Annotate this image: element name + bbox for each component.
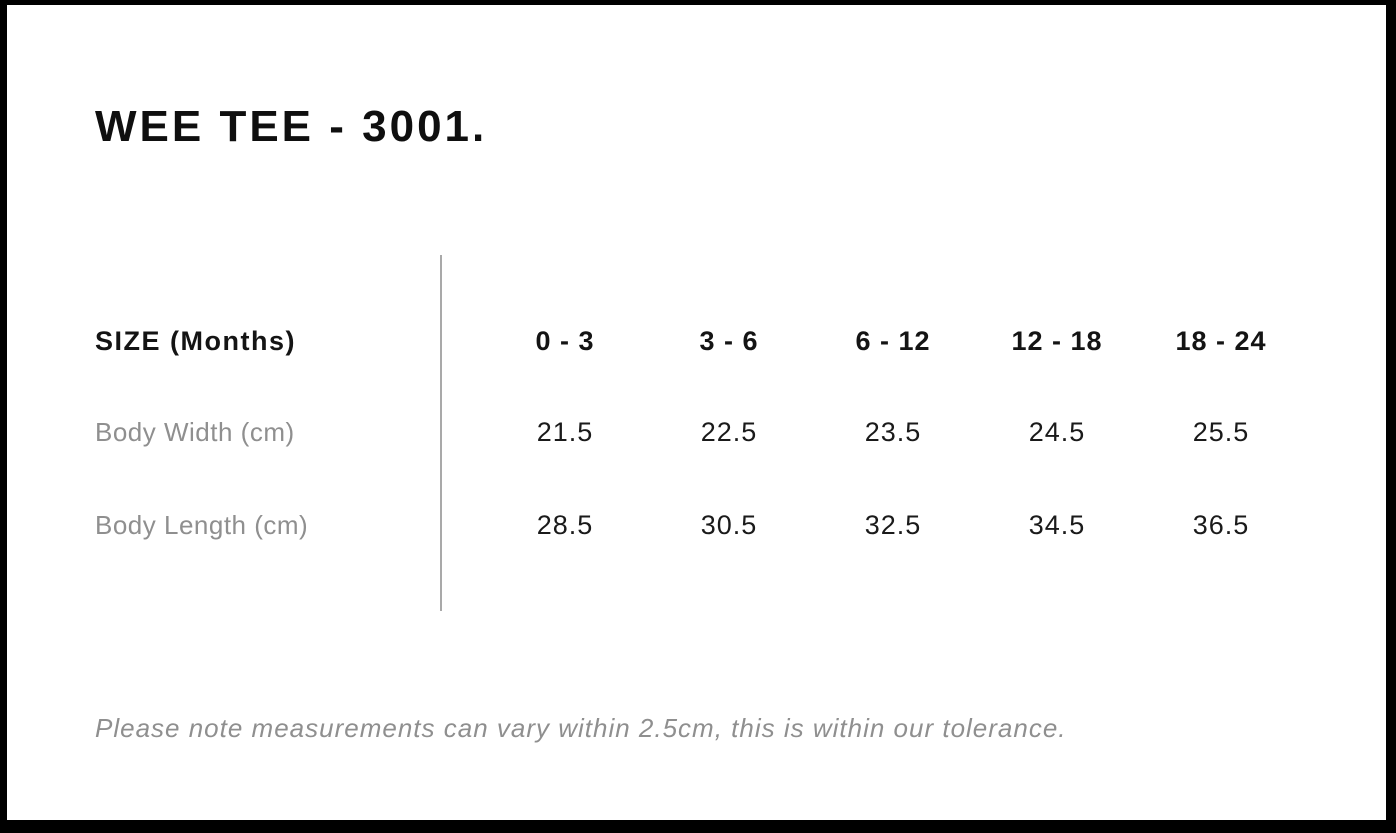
body-length-value-2: 32.5 xyxy=(864,509,922,540)
body-width-value-1: 22.5 xyxy=(700,416,758,447)
body-width-value-3: 24.5 xyxy=(1028,416,1086,447)
body-length-value-0: 28.5 xyxy=(536,509,594,540)
size-column-header: SIZE (Months) xyxy=(95,325,296,356)
table-row-body-width: Body Width (cm) 21.5 22.5 23.5 24.5 25.5 xyxy=(95,412,1303,452)
body-width-value-0: 21.5 xyxy=(536,416,594,447)
table-header-row: SIZE (Months) 0 - 3 3 - 6 6 - 12 12 - 18… xyxy=(95,321,1303,361)
page-title: WEE TEE - 3001. xyxy=(95,102,488,151)
size-header-18-24: 18 - 24 xyxy=(1175,325,1267,356)
tolerance-note: Please note measurements can vary within… xyxy=(95,712,1067,743)
body-length-value-3: 34.5 xyxy=(1028,509,1086,540)
table-row-body-length: Body Length (cm) 28.5 30.5 32.5 34.5 36.… xyxy=(95,505,1303,545)
body-length-value-4: 36.5 xyxy=(1192,509,1250,540)
body-width-value-2: 23.5 xyxy=(864,416,922,447)
row-label-body-width: Body Width (cm) xyxy=(95,417,295,447)
vertical-divider xyxy=(440,255,442,611)
size-header-0-3: 0 - 3 xyxy=(535,325,595,356)
size-header-12-18: 12 - 18 xyxy=(1011,325,1103,356)
body-length-value-1: 30.5 xyxy=(700,509,758,540)
body-width-value-4: 25.5 xyxy=(1192,416,1250,447)
row-label-body-length: Body Length (cm) xyxy=(95,510,309,540)
size-header-6-12: 6 - 12 xyxy=(855,325,931,356)
size-header-3-6: 3 - 6 xyxy=(699,325,759,356)
